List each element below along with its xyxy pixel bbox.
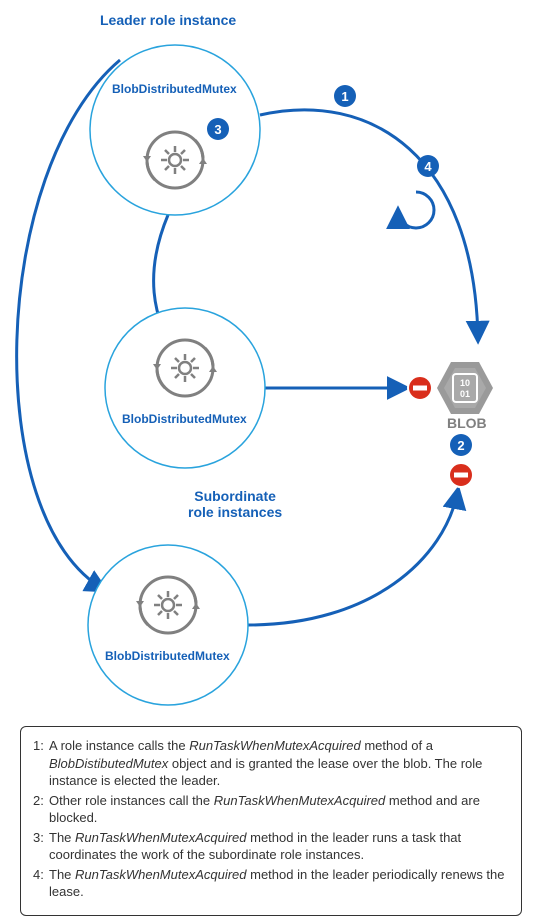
leader-title: Leader role instance (100, 12, 236, 28)
badge-2: 2 (450, 434, 472, 456)
mutex3-circle (88, 545, 248, 705)
badge-4: 4 (417, 155, 439, 177)
legend-item: 4: The RunTaskWhenMutexAcquired method i… (33, 866, 509, 901)
legend-item: 2: Other role instances call the RunTask… (33, 792, 509, 827)
legend-text: The RunTaskWhenMutexAcquired method in t… (49, 866, 509, 901)
diagram-svg: 10 01 (0, 0, 542, 720)
legend-box: 1: A role instance calls the RunTaskWhen… (20, 726, 522, 916)
legend-item: 3: The RunTaskWhenMutexAcquired method i… (33, 829, 509, 864)
mutex3-label: BlobDistributedMutex (105, 649, 230, 663)
legend-text: Other role instances call the RunTaskWhe… (49, 792, 509, 827)
legend-num: 4: (33, 866, 49, 901)
mutex2-circle (105, 308, 265, 468)
arrow-1 (260, 110, 478, 340)
badge-3: 3 (207, 118, 229, 140)
svg-text:10: 10 (460, 378, 470, 388)
blob-icon: 10 01 (437, 362, 493, 414)
legend-num: 3: (33, 829, 49, 864)
legend-num: 2: (33, 792, 49, 827)
arrow-4-loop (398, 192, 434, 228)
legend-text: A role instance calls the RunTaskWhenMut… (49, 737, 509, 790)
legend-num: 1: (33, 737, 49, 790)
legend-item: 1: A role instance calls the RunTaskWhen… (33, 737, 509, 790)
mutex1-label: BlobDistributedMutex (112, 82, 237, 96)
mutex2-label: BlobDistributedMutex (122, 412, 247, 426)
legend-text: The RunTaskWhenMutexAcquired method in t… (49, 829, 509, 864)
subordinate-title: Subordinate role instances (188, 488, 282, 520)
svg-text:01: 01 (460, 389, 470, 399)
blob-label: BLOB (447, 415, 487, 431)
badge-1: 1 (334, 85, 356, 107)
diagram-canvas: 10 01 Leader role instance Subordinate r… (0, 0, 542, 886)
block-icon-2 (449, 463, 473, 487)
block-icon-1 (408, 376, 432, 400)
